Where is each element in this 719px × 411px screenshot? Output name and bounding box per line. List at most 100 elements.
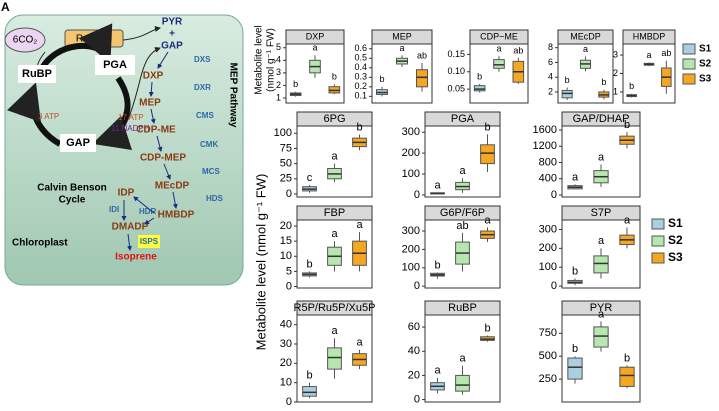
- y-tick-label: 30: [280, 338, 292, 350]
- node: CDP-MEP: [140, 153, 186, 164]
- significance-letter: ab: [417, 50, 427, 60]
- y-tick-label: 20: [408, 369, 420, 381]
- significance-letter: a: [484, 214, 491, 226]
- significance-letter: b: [484, 322, 490, 334]
- y-tick-label: 25: [280, 173, 292, 185]
- significance-letter: ab: [513, 45, 523, 55]
- box: [493, 59, 505, 69]
- significance-letter: a: [459, 353, 466, 365]
- y-tick-label: 500: [539, 350, 557, 362]
- y-tick-label: 300: [539, 223, 557, 235]
- y-tick-label: 1200: [533, 140, 557, 152]
- y-tick-label: 100: [402, 262, 420, 274]
- cycle-label: Cycle: [59, 195, 86, 206]
- y-tick-label: 0.3: [354, 72, 367, 82]
- y-tick-label: 20: [280, 220, 292, 232]
- y-tick-label: 0.2: [354, 81, 367, 91]
- legend-label: S2: [668, 233, 683, 247]
- significance-letter: b: [434, 259, 440, 271]
- node: +: [169, 29, 175, 40]
- chart-title: GAP/DHAP: [573, 113, 630, 125]
- pga-box: [95, 55, 135, 75]
- y-tick-label: 5: [276, 42, 281, 52]
- y-tick-label: 10: [280, 250, 292, 262]
- y-tick-label: 0: [286, 188, 292, 200]
- box: [593, 255, 609, 274]
- significance-letter: b: [293, 79, 298, 89]
- significance-letter: a: [399, 43, 404, 53]
- node: DXP: [143, 71, 164, 82]
- y-tick-label: 200: [402, 147, 420, 159]
- y-tick-label: 3: [276, 67, 281, 77]
- y-tick-label: 10: [280, 377, 292, 389]
- significance-letter: a: [331, 151, 338, 163]
- y-tick-label: 15: [280, 235, 292, 247]
- chart-title: CDP−ME: [480, 31, 518, 41]
- y-axis-title: Metabolite level: [254, 25, 265, 94]
- box: [567, 357, 583, 380]
- significance-letter: b: [356, 121, 362, 133]
- arrow: [163, 163, 171, 180]
- significance-letter: a: [598, 308, 605, 320]
- significance-letter: a: [583, 44, 588, 54]
- enzyme: CMK: [200, 140, 218, 149]
- significance-letter: ab: [661, 48, 671, 58]
- significance-letter: a: [624, 214, 631, 226]
- node: DMADP: [112, 222, 149, 233]
- chart-title: PYR: [590, 302, 613, 314]
- y-tick-label: 800: [539, 156, 557, 168]
- y-tick-label: 0: [551, 189, 557, 201]
- y-tick-label: 5: [286, 265, 292, 277]
- significance-letter: a: [331, 325, 338, 337]
- box: [619, 366, 635, 387]
- significance-letter: a: [496, 44, 501, 54]
- co2-oval: [4, 27, 46, 53]
- cycle-label: Calvin Benson: [37, 183, 106, 194]
- y-tick-label: 0: [414, 189, 420, 201]
- y-tick-label: 0.4: [354, 62, 367, 72]
- significance-letter: a: [646, 50, 651, 60]
- enzyme: IDI: [109, 205, 119, 214]
- node: GAP: [161, 41, 183, 52]
- chloroplast-label: Chloroplast: [12, 238, 68, 249]
- significance-letter: a: [572, 171, 579, 183]
- node: PYR: [162, 17, 183, 28]
- y-tick-label: 50: [280, 158, 292, 170]
- arrow: [148, 81, 154, 97]
- significance-letter: b: [306, 258, 312, 270]
- y-axis-title: (nmol g⁻¹ FW): [266, 28, 277, 92]
- significance-letter: a: [459, 165, 466, 177]
- y-tick-label: 0.6: [354, 43, 367, 53]
- significance-letter: b: [332, 72, 337, 82]
- chart-title: RuBP: [448, 302, 477, 314]
- box: [302, 386, 317, 397]
- arrow: [122, 26, 161, 41]
- y-tick-label: 2: [613, 68, 618, 78]
- y-tick-label: 0: [551, 280, 557, 292]
- y-tick-label: 1600: [533, 124, 557, 136]
- significance-letter: b: [484, 121, 490, 133]
- y-tick-label: 200: [402, 243, 420, 255]
- box: [327, 347, 342, 370]
- gap-box: [60, 134, 96, 152]
- legend-swatch: [682, 73, 696, 85]
- pathway-title: MEP Pathway: [227, 63, 238, 128]
- diagram: A 6CO₂ Rubisco RuBP PGA GAP 17 ATP 11 NA…: [1, 0, 244, 286]
- y-tick-label: 100: [402, 168, 420, 180]
- significance-letter: b: [306, 370, 312, 382]
- node: IDP: [118, 188, 135, 199]
- legend-label: S1: [699, 44, 712, 55]
- cycle-arrow: [92, 76, 133, 151]
- y-tick-label: 0.10: [447, 66, 465, 76]
- chart-title: DXP: [306, 31, 325, 41]
- enzyme: MCS: [202, 167, 220, 176]
- chart-title: MEcDP: [570, 31, 601, 41]
- significance-letter: a: [356, 219, 363, 231]
- y-tick-label: 40: [280, 319, 292, 331]
- enzyme: HDS: [206, 194, 224, 203]
- y-tick-label: 75: [280, 142, 292, 154]
- gap: GAP: [66, 137, 90, 149]
- node: HMBDP: [158, 210, 195, 221]
- arrow: [150, 108, 156, 124]
- box: [455, 374, 470, 392]
